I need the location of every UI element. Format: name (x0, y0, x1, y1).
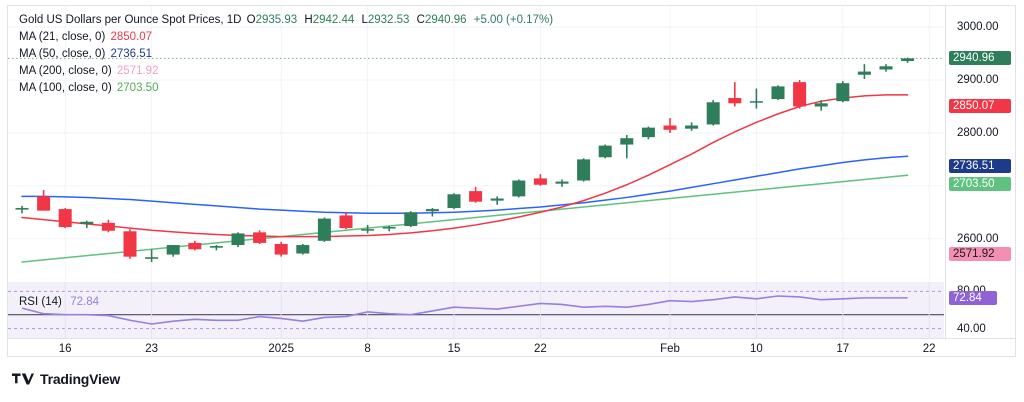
rsi-legend[interactable]: RSI (14) 72.84 (19, 292, 99, 310)
tradingview-chart-widget[interactable]: Gold US Dollars per Ounce Spot Prices, 1… (7, 5, 1016, 357)
rsi-tick-40-00: 40.00 (957, 322, 986, 335)
time-tick-22: 22 (533, 343, 547, 355)
price-chart-pane[interactable] (8, 6, 944, 281)
price-badge-2940-96[interactable]: 2940.96 (949, 51, 1011, 66)
time-tick-23: 23 (145, 343, 158, 355)
time-axis[interactable]: 16 23 2025 8 15 22 Feb 10 17 22 (8, 338, 1015, 356)
time-tick-22: 22 (922, 343, 936, 355)
price-tick-2600-00: 2600.00 (957, 232, 999, 245)
tradingview-brand: TradingView (40, 371, 121, 387)
tradingview-footer: TradingView (12, 371, 120, 387)
price-badge-2703-50[interactable]: 2703.50 (949, 176, 1011, 191)
time-tick-17: 17 (836, 343, 850, 355)
price-tick-3000-00: 3000.00 (957, 21, 999, 34)
time-tick-2025: 2025 (268, 343, 294, 355)
rsi-legend-value: 72.84 (70, 296, 100, 308)
price-badge-2736-51[interactable]: 2736.51 (949, 159, 1011, 174)
price-tick-2900-00: 2900.00 (957, 74, 999, 87)
time-tick-15: 15 (447, 343, 461, 355)
rsi-value-badge[interactable]: 72.84 (949, 291, 997, 306)
price-badge-2850-07[interactable]: 2850.07 (949, 99, 1011, 114)
rsi-legend-label: RSI (14) (19, 296, 62, 308)
rsi-indicator-pane[interactable] (8, 282, 944, 338)
time-tick-8: 8 (364, 343, 371, 355)
tradingview-logo-icon (12, 373, 34, 385)
price-axis[interactable]: 3000.002900.002800.002700.002600.0080.00… (945, 6, 1015, 338)
time-tick-Feb: Feb (660, 343, 680, 355)
price-badge-2571-92[interactable]: 2571.92 (949, 246, 1011, 261)
price-tick-2800-00: 2800.00 (957, 126, 999, 139)
time-tick-10: 10 (749, 343, 763, 355)
time-tick-16: 16 (58, 343, 72, 355)
